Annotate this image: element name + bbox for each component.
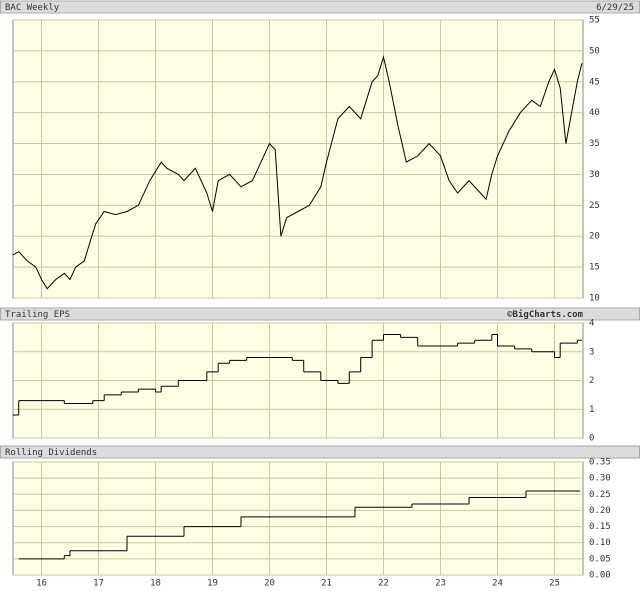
x-tick-label: 22 xyxy=(378,579,389,589)
y-tick-label: 15 xyxy=(589,263,600,273)
y-tick-label: 0.10 xyxy=(589,538,611,548)
x-tick-label: 21 xyxy=(321,579,332,589)
plot-area xyxy=(12,461,584,576)
price-line xyxy=(12,55,583,290)
panel-title: Rolling Dividends xyxy=(5,448,97,458)
y-tick-label: 0.30 xyxy=(589,474,611,484)
panel-title: Trailing EPS xyxy=(5,310,70,320)
y-tick-label: 4 xyxy=(589,319,594,329)
y-tick-label: 55 xyxy=(589,16,600,26)
date: 6/29/25 xyxy=(596,3,634,13)
panel-title: BAC Weekly xyxy=(5,3,60,13)
y-tick-label: 0.05 xyxy=(589,554,611,564)
y-tick-label: 10 xyxy=(589,294,600,304)
y-tick-label: 0.15 xyxy=(589,522,611,532)
x-tick-label: 18 xyxy=(150,579,161,589)
header-bar xyxy=(0,0,640,14)
x-tick-label: 19 xyxy=(207,579,218,589)
y-tick-label: 0.35 xyxy=(589,458,611,468)
y-tick-label: 40 xyxy=(589,108,600,118)
x-tick-label: 24 xyxy=(492,579,503,589)
y-tick-label: 25 xyxy=(589,201,600,211)
y-tick-label: 0.00 xyxy=(589,571,611,581)
x-tick-label: 25 xyxy=(549,579,560,589)
y-tick-label: 3 xyxy=(589,347,594,357)
y-tick-label: 50 xyxy=(589,46,600,56)
y-tick-label: 2 xyxy=(589,376,594,386)
y-tick-label: 35 xyxy=(589,139,600,149)
x-tick-label: 23 xyxy=(435,579,446,589)
y-tick-label: 0.20 xyxy=(589,506,611,516)
y-tick-label: 0.25 xyxy=(589,490,611,500)
y-tick-label: 30 xyxy=(589,170,600,180)
plot-area xyxy=(12,19,584,299)
y-tick-label: 20 xyxy=(589,232,600,242)
y-tick-label: 0 xyxy=(589,434,594,444)
x-tick-label: 17 xyxy=(93,579,104,589)
y-tick-label: 1 xyxy=(589,405,594,415)
y-tick-label: 45 xyxy=(589,77,600,87)
watermark: ©BigCharts.com xyxy=(507,309,583,320)
x-tick-label: 20 xyxy=(264,579,275,589)
x-tick-label: 16 xyxy=(36,579,47,589)
